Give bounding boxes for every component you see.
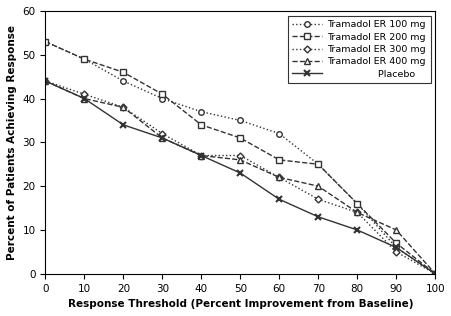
Tramadol ER 200 mg — [276, 158, 281, 162]
Line: Placebo: Placebo — [42, 77, 438, 277]
Tramadol ER 200 mg — [354, 202, 359, 206]
Tramadol ER 100 mg — [393, 246, 398, 249]
Tramadol ER 100 mg — [120, 79, 126, 83]
Tramadol ER 400 mg — [42, 79, 48, 83]
Tramadol ER 300 mg — [315, 198, 320, 201]
Placebo — [159, 136, 165, 140]
Tramadol ER 300 mg — [393, 250, 398, 254]
Tramadol ER 300 mg — [354, 210, 359, 214]
Tramadol ER 200 mg — [237, 136, 243, 140]
Tramadol ER 100 mg — [42, 40, 48, 44]
Tramadol ER 400 mg — [82, 97, 87, 100]
Tramadol ER 300 mg — [276, 175, 281, 179]
Tramadol ER 200 mg — [315, 162, 320, 166]
Placebo — [432, 272, 437, 276]
Tramadol ER 200 mg — [393, 241, 398, 245]
Placebo — [120, 123, 126, 127]
Legend: Tramadol ER 100 mg, Tramadol ER 200 mg, Tramadol ER 300 mg, Tramadol ER 400 mg, : Tramadol ER 100 mg, Tramadol ER 200 mg, … — [287, 16, 429, 83]
Tramadol ER 300 mg — [42, 79, 48, 83]
Tramadol ER 100 mg — [315, 162, 320, 166]
Tramadol ER 300 mg — [198, 154, 203, 157]
Tramadol ER 400 mg — [120, 106, 126, 109]
Placebo — [42, 79, 48, 83]
Placebo — [198, 154, 203, 157]
Placebo — [276, 198, 281, 201]
Tramadol ER 100 mg — [354, 202, 359, 206]
Y-axis label: Percent of Patients Achieving Response: Percent of Patients Achieving Response — [7, 25, 17, 260]
X-axis label: Response Threshold (Percent Improvement from Baseline): Response Threshold (Percent Improvement … — [67, 299, 412, 309]
Tramadol ER 400 mg — [354, 210, 359, 214]
Tramadol ER 400 mg — [159, 136, 165, 140]
Placebo — [354, 228, 359, 232]
Tramadol ER 300 mg — [82, 92, 87, 96]
Placebo — [315, 215, 320, 219]
Placebo — [82, 97, 87, 100]
Line: Tramadol ER 400 mg: Tramadol ER 400 mg — [42, 78, 437, 277]
Tramadol ER 200 mg — [198, 123, 203, 127]
Tramadol ER 400 mg — [237, 158, 243, 162]
Tramadol ER 300 mg — [432, 272, 437, 276]
Tramadol ER 400 mg — [432, 272, 437, 276]
Tramadol ER 200 mg — [42, 40, 48, 44]
Tramadol ER 300 mg — [237, 154, 243, 157]
Tramadol ER 200 mg — [120, 70, 126, 74]
Tramadol ER 200 mg — [432, 272, 437, 276]
Tramadol ER 300 mg — [159, 132, 165, 136]
Tramadol ER 200 mg — [159, 92, 165, 96]
Line: Tramadol ER 100 mg: Tramadol ER 100 mg — [42, 39, 437, 276]
Tramadol ER 100 mg — [82, 57, 87, 61]
Tramadol ER 100 mg — [432, 272, 437, 276]
Tramadol ER 400 mg — [198, 154, 203, 157]
Tramadol ER 200 mg — [82, 57, 87, 61]
Tramadol ER 300 mg — [120, 106, 126, 109]
Tramadol ER 100 mg — [276, 132, 281, 136]
Line: Tramadol ER 300 mg: Tramadol ER 300 mg — [43, 79, 437, 276]
Tramadol ER 100 mg — [237, 118, 243, 122]
Tramadol ER 400 mg — [276, 175, 281, 179]
Tramadol ER 100 mg — [159, 97, 165, 100]
Line: Tramadol ER 200 mg: Tramadol ER 200 mg — [42, 39, 437, 276]
Tramadol ER 100 mg — [198, 110, 203, 113]
Tramadol ER 400 mg — [393, 228, 398, 232]
Placebo — [393, 246, 398, 249]
Placebo — [237, 171, 243, 175]
Tramadol ER 400 mg — [315, 184, 320, 188]
